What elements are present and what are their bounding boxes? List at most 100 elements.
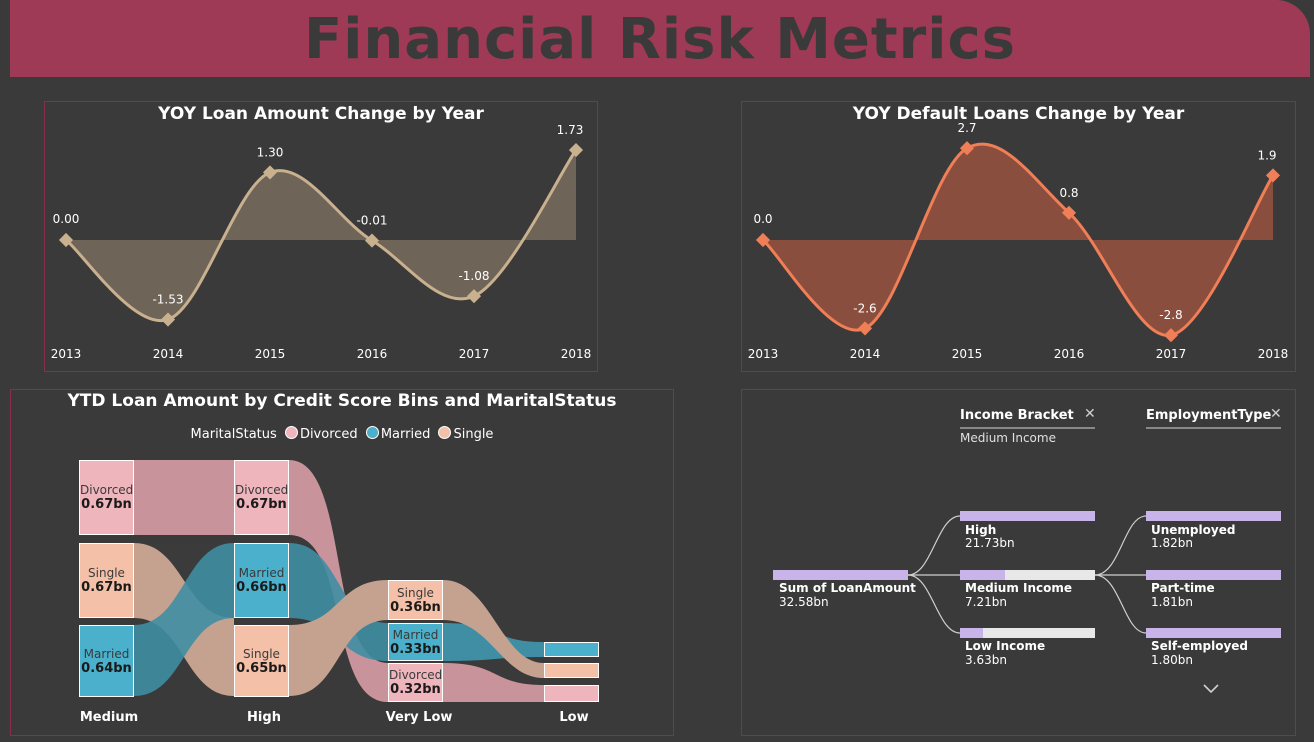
legend-divorced[interactable]: Divorced <box>299 427 358 442</box>
flow-medium-married-high-married <box>134 543 234 696</box>
x-tick-2016: 2016 <box>357 347 388 361</box>
employment-unemployed-value: 1.82bn <box>1151 536 1193 550</box>
node-medium-married[interactable]: Married 0.64bn <box>79 625 134 697</box>
employment-selfemployed-name: Self-employed <box>1151 639 1249 653</box>
category-high: High <box>247 710 281 725</box>
yoy-default-chart[interactable]: 0.0 2013 -2.6 2014 2.7 2015 0.8 2016 -2.8 2017 1.9… <box>742 102 1295 371</box>
sankey-title: YTD Loan Amount by Credit Score Bins and… <box>67 391 617 411</box>
yoy-default-panel[interactable]: YOY Default Loans Change by Year 0.0 2013… <box>741 101 1296 372</box>
node-verylow-divorced-name: Divorced <box>389 668 443 682</box>
node-medium-divorced-name: Divorced <box>80 483 134 497</box>
employment-unemployed-bar[interactable] <box>1146 511 1281 521</box>
x-tick-2014: 2014 <box>850 347 881 361</box>
series-line <box>65 149 578 323</box>
x-tick-2014: 2014 <box>153 347 184 361</box>
data-label-2013: 0.00 <box>53 212 80 226</box>
x-tick-2018: 2018 <box>1258 347 1289 361</box>
node-high-married-value: 0.66bn <box>236 580 287 595</box>
data-label-2014: -2.6 <box>853 301 876 315</box>
category-very-low: Very Low <box>385 710 453 725</box>
income-high-bar[interactable] <box>960 511 1095 521</box>
employment-selfemployed-bar[interactable] <box>1146 628 1281 638</box>
level2-close-icon[interactable]: ✕ <box>1270 406 1282 422</box>
node-medium-single[interactable]: Single 0.67bn <box>79 543 134 618</box>
node-medium-married-value: 0.64bn <box>81 660 132 676</box>
x-tick-2016: 2016 <box>1054 347 1085 361</box>
data-label-2018: 1.9 <box>1257 148 1276 162</box>
node-verylow-married[interactable]: Married 0.33bn <box>388 623 443 661</box>
root-bar[interactable] <box>773 570 908 580</box>
data-label-2017: -2.8 <box>1159 308 1182 322</box>
x-tick-2013: 2013 <box>748 347 779 361</box>
sankey-flows <box>134 460 544 702</box>
data-point-2018 <box>1265 168 1281 183</box>
node-verylow-single[interactable]: Single 0.36bn <box>388 580 443 620</box>
x-tick-2018: 2018 <box>561 347 592 361</box>
data-point-2014 <box>160 312 176 327</box>
node-high-single-name: Single <box>243 646 280 661</box>
node-high-married-name: Married <box>238 566 285 580</box>
income-medium-name: Medium Income <box>965 581 1073 595</box>
node-verylow-divorced[interactable]: Divorced 0.32bn <box>388 663 443 702</box>
root-name: Sum of LoanAmount <box>779 581 916 595</box>
decomposition-tree-panel[interactable]: Income Bracket ✕ Medium Income Employmen… <box>741 389 1296 736</box>
node-high-single-value: 0.65bn <box>236 660 287 676</box>
employment-parttime-value: 1.81bn <box>1151 595 1193 609</box>
income-high-value: 21.73bn <box>965 536 1015 550</box>
income-low-name: Low Income <box>965 639 1046 653</box>
sankey-legend: MaritalStatus Divorced Married Single <box>11 426 673 442</box>
yoy-loan-chart[interactable]: 0.00 2013 -1.53 2014 1.30 2015 -0.01 2016 -1.08 2… <box>45 102 597 371</box>
level1-header[interactable]: Income Bracket <box>960 408 1074 423</box>
node-high-divorced[interactable]: Divorced 0.67bn <box>234 460 289 535</box>
node-high-married[interactable]: Married 0.66bn <box>234 543 289 618</box>
area-fill <box>66 150 576 321</box>
data-point-2017 <box>1163 328 1179 343</box>
level1-selected: Medium Income <box>960 431 1056 445</box>
data-label-2018: 1.73 <box>557 123 584 137</box>
chevron-down-icon[interactable] <box>1202 683 1220 695</box>
data-point-2015 <box>959 141 975 156</box>
data-label-2015: 2.7 <box>957 121 976 135</box>
node-medium-single-value: 0.67bn <box>81 580 132 595</box>
income-low-bar[interactable] <box>960 628 1095 638</box>
node-medium-married-name: Married <box>83 646 130 661</box>
income-medium-bar[interactable] <box>960 570 1095 580</box>
x-tick-2015: 2015 <box>952 347 983 361</box>
sankey-panel[interactable]: YTD Loan Amount by Credit Score Bins and… <box>10 389 674 736</box>
income-high-name: High <box>965 523 997 537</box>
data-label-2013: 0.0 <box>753 212 772 226</box>
node-verylow-married-value: 0.33bn <box>390 641 441 657</box>
data-label-2014: -1.53 <box>152 293 183 307</box>
level1-close-icon[interactable]: ✕ <box>1084 406 1096 422</box>
level2-underline <box>1146 427 1281 429</box>
node-medium-single-name: Single <box>88 566 125 580</box>
node-high-single[interactable]: Single 0.65bn <box>234 625 289 697</box>
node-medium-divorced[interactable]: Divorced 0.67bn <box>79 460 134 535</box>
category-medium: Medium <box>79 710 139 725</box>
yoy-loan-title: YOY Loan Amount Change by Year <box>158 104 484 124</box>
legend-single[interactable]: Single <box>453 427 494 442</box>
data-point-2016 <box>364 233 380 248</box>
root-value: 32.58bn <box>779 595 829 609</box>
yoy-loan-panel[interactable]: YOY Loan Amount Change by Year 0.00 2013 -… <box>44 101 598 372</box>
x-tick-2013: 2013 <box>51 347 82 361</box>
income-medium-value: 7.21bn <box>965 595 1007 609</box>
node-low-divorced[interactable] <box>544 685 599 702</box>
employment-selfemployed-value: 1.80bn <box>1151 653 1193 667</box>
data-label-2016: -0.01 <box>356 214 387 228</box>
legend-single-swatch <box>438 426 452 439</box>
data-point-2018 <box>568 142 584 158</box>
flow-high-married-verylow-married <box>289 543 388 661</box>
category-low: Low <box>559 710 589 725</box>
employment-parttime-name: Part-time <box>1151 581 1215 595</box>
x-tick-2017: 2017 <box>1156 347 1187 361</box>
employment-parttime-bar[interactable] <box>1146 570 1281 580</box>
node-low-married[interactable] <box>544 642 599 657</box>
node-verylow-married-name: Married <box>392 627 439 642</box>
node-low-single[interactable] <box>544 663 599 678</box>
yoy-default-title: YOY Default Loans Change by Year <box>852 104 1185 124</box>
level2-header[interactable]: EmploymentType <box>1146 408 1272 423</box>
legend-married[interactable]: Married <box>380 427 431 442</box>
x-tick-2015: 2015 <box>255 347 286 361</box>
data-label-2015: 1.30 <box>257 145 284 159</box>
